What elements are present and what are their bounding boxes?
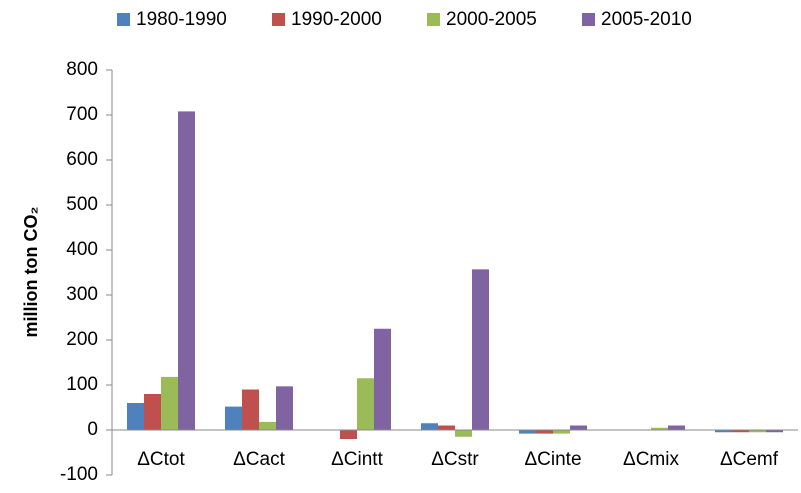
legend-label: 1990-2000	[291, 9, 382, 30]
y-tick-label: 200	[66, 329, 98, 350]
legend-label: 2005-2010	[601, 9, 692, 30]
y-tick-label: 300	[66, 284, 98, 305]
bar	[553, 430, 570, 434]
legend-swatch	[117, 13, 130, 26]
bar	[340, 430, 357, 439]
y-tick-label: 800	[66, 59, 98, 80]
x-tick-label: ΔCmix	[623, 449, 679, 470]
bar	[455, 430, 472, 437]
legend-swatch	[427, 13, 440, 26]
bar	[421, 423, 438, 430]
bar	[668, 426, 685, 431]
legend-label: 2000-2005	[446, 9, 537, 30]
x-tick-label: ΔCinte	[524, 449, 581, 470]
legend-label: 1980-1990	[136, 9, 227, 30]
bar	[438, 426, 455, 431]
legend-swatch	[272, 13, 285, 26]
bar	[357, 378, 374, 430]
bar	[225, 407, 242, 430]
x-tick-label: ΔCemf	[720, 449, 779, 470]
x-tick-label: ΔCtot	[137, 449, 185, 470]
bar	[276, 386, 293, 430]
bar	[519, 430, 536, 434]
bar	[259, 422, 276, 430]
y-tick-label: 700	[66, 104, 98, 125]
x-tick-label: ΔCact	[233, 449, 285, 470]
bar	[374, 329, 391, 430]
bar	[161, 377, 178, 430]
bar	[144, 394, 161, 430]
x-tick-label: ΔCintt	[331, 449, 383, 470]
y-tick-label: 0	[87, 419, 98, 440]
y-tick-label: 600	[66, 149, 98, 170]
y-axis-label: million ton CO₂	[21, 207, 41, 338]
bar	[127, 403, 144, 430]
y-tick-label: 100	[66, 374, 98, 395]
bar	[570, 426, 587, 431]
bar	[242, 390, 259, 431]
y-tick-label: -100	[60, 464, 98, 485]
bar	[472, 269, 489, 430]
bar	[178, 111, 195, 430]
bar	[536, 430, 553, 434]
x-tick-label: ΔCstr	[431, 449, 479, 470]
y-tick-label: 500	[66, 194, 98, 215]
y-tick-label: 400	[66, 239, 98, 260]
legend-swatch	[582, 13, 595, 26]
